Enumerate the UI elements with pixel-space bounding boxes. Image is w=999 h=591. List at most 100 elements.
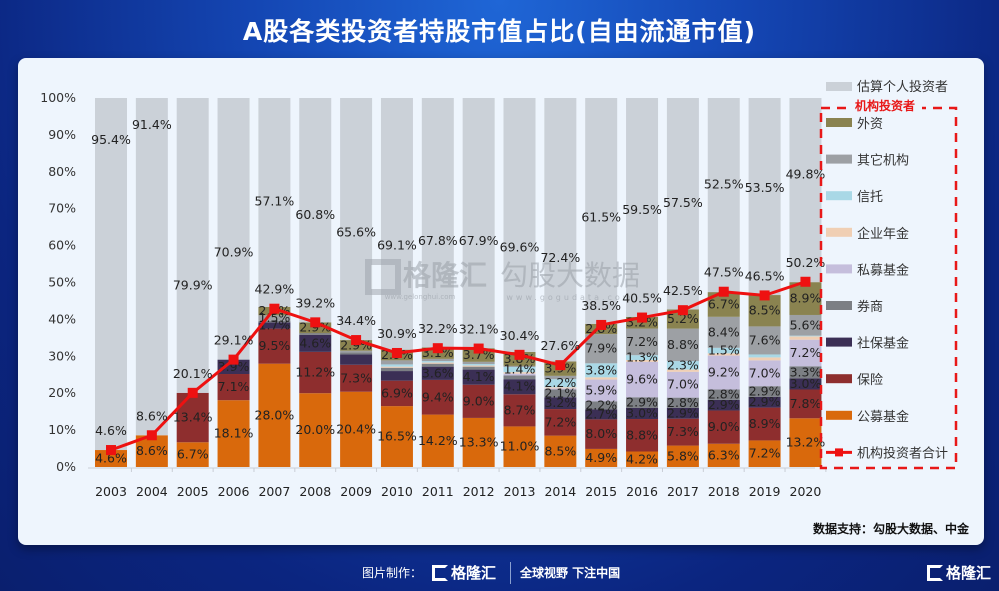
institution-total-line — [110, 280, 806, 452]
brand-name: 格隆汇 — [451, 564, 497, 582]
x-tick-label: 2020 — [790, 484, 822, 499]
bar-segment — [707, 98, 740, 293]
segment-label: 8.6% — [136, 443, 168, 458]
bar-segment — [544, 98, 577, 362]
segment-label: 4.6% — [95, 451, 127, 466]
bar-segment — [748, 326, 781, 355]
segment-label: 20.4% — [336, 421, 376, 436]
x-tick-label: 2014 — [544, 484, 576, 499]
bar-segment — [421, 414, 454, 467]
segment-label: 7.3% — [340, 370, 372, 385]
bar-segment — [258, 322, 291, 329]
institution-total-label: 29.1% — [214, 333, 254, 348]
segment-label: 13.2% — [786, 435, 826, 450]
bar-segment — [380, 360, 413, 365]
individual-label: 72.4% — [540, 250, 580, 265]
segment-label: 1.5% — [708, 343, 740, 358]
institution-total-marker — [391, 347, 402, 358]
individual-label: 57.5% — [663, 195, 703, 210]
bar-segment — [299, 333, 332, 335]
institution-total-label: 47.5% — [704, 265, 744, 280]
bar-segment — [626, 407, 659, 420]
segment-label: 2.8% — [667, 395, 699, 410]
segment-label: 7.3% — [667, 424, 699, 439]
bar-segment — [789, 335, 822, 337]
individual-label: 60.8% — [295, 207, 335, 222]
bar-segment — [626, 359, 659, 362]
corner-brand-name: 格隆汇 — [945, 564, 991, 582]
x-tick-label: 2016 — [626, 484, 658, 499]
bar-segment — [217, 359, 250, 375]
bar-segment — [95, 98, 127, 451]
segment-label: 3.8% — [585, 362, 617, 377]
bar-segment — [626, 328, 659, 356]
segment-label: 5.9% — [585, 382, 617, 397]
institution-total-marker — [677, 305, 688, 316]
institution-total-marker — [596, 319, 607, 330]
bar-segment — [95, 450, 127, 467]
segment-label: 7.2% — [626, 334, 658, 349]
segment-label: 3.0% — [790, 376, 822, 391]
segment-label: 7.0% — [749, 365, 781, 380]
institution-total-label: 4.6% — [95, 423, 127, 438]
segment-label: 8.5% — [749, 303, 781, 318]
bar-segment — [503, 426, 536, 467]
bar-segment — [462, 98, 495, 349]
segment-label: 8.0% — [585, 426, 617, 441]
bar-segment — [789, 98, 822, 283]
bar-segment — [544, 397, 577, 410]
segment-label: 3.2% — [544, 395, 576, 410]
bar-segment — [666, 445, 699, 467]
bar-segment — [299, 351, 332, 394]
bar-segment — [176, 442, 209, 467]
segment-label: 4.1% — [504, 379, 536, 394]
bar-segment — [462, 417, 495, 467]
legend-label: 社保基金 — [857, 336, 909, 352]
bar-segment — [748, 407, 781, 441]
bar-segment — [299, 334, 332, 352]
legend-label: 公募基金 — [857, 409, 909, 425]
legend-swatch — [826, 154, 852, 164]
individual-label: 70.9% — [214, 244, 254, 259]
gelonghui-logo-icon — [432, 564, 448, 581]
individual-label: 53.5% — [745, 180, 785, 195]
institution-total-label: 32.1% — [459, 322, 499, 337]
bar-segment — [544, 375, 577, 380]
y-tick-label: 50% — [48, 275, 76, 290]
individual-label: 61.5% — [581, 210, 621, 225]
legend-swatch — [826, 337, 852, 347]
bar-segment — [421, 363, 454, 367]
segment-label: 4.6% — [299, 335, 331, 350]
institution-total-label: 38.5% — [581, 298, 621, 313]
bar-segment — [462, 348, 495, 362]
bar-segment — [299, 322, 332, 334]
segment-label: 2.9% — [667, 405, 699, 420]
individual-label: 95.4% — [91, 132, 131, 147]
segment-label: 2.8% — [708, 387, 740, 402]
legend-swatch — [826, 82, 852, 91]
institution-total-marker — [432, 343, 443, 354]
x-tick-label: 2011 — [422, 484, 454, 499]
bar-segment — [258, 98, 291, 307]
legend-swatch — [826, 118, 852, 127]
gelonghui-logo-icon — [926, 564, 943, 581]
segment-label: 13.3% — [459, 434, 499, 449]
segment-label: 2.7% — [585, 406, 617, 421]
bar-segment — [503, 379, 536, 395]
bar-segment — [585, 401, 618, 410]
watermark-logo-icon — [365, 259, 401, 295]
brand-logo: 格隆汇 — [432, 562, 496, 583]
segment-label: 3.0% — [626, 405, 658, 420]
bar-segment — [666, 328, 699, 362]
segment-label: 8.4% — [708, 324, 740, 339]
segment-label: 1.3% — [626, 350, 658, 365]
institution-total-label: 40.5% — [622, 291, 662, 306]
institution-total-label: 30.9% — [377, 326, 417, 341]
segment-label: 4.9% — [585, 450, 617, 465]
segment-label: 11.0% — [500, 439, 540, 454]
bar-segment — [340, 98, 373, 341]
made-by-label: 图片制作： — [362, 566, 423, 580]
legend-group-label: 机构投资者 — [855, 98, 915, 113]
bar-segment — [380, 98, 413, 350]
